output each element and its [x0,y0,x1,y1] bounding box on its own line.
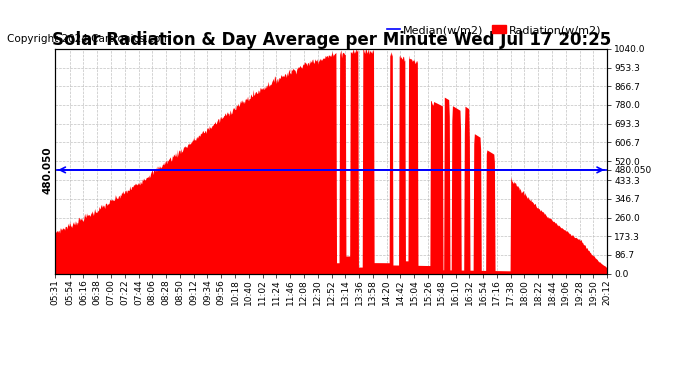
Title: Solar Radiation & Day Average per Minute Wed Jul 17 20:25: Solar Radiation & Day Average per Minute… [52,31,611,49]
Legend: Median(w/m2), Radiation(w/m2): Median(w/m2), Radiation(w/m2) [386,25,602,35]
Text: Copyright 2024 Cartronics.com: Copyright 2024 Cartronics.com [7,34,170,44]
